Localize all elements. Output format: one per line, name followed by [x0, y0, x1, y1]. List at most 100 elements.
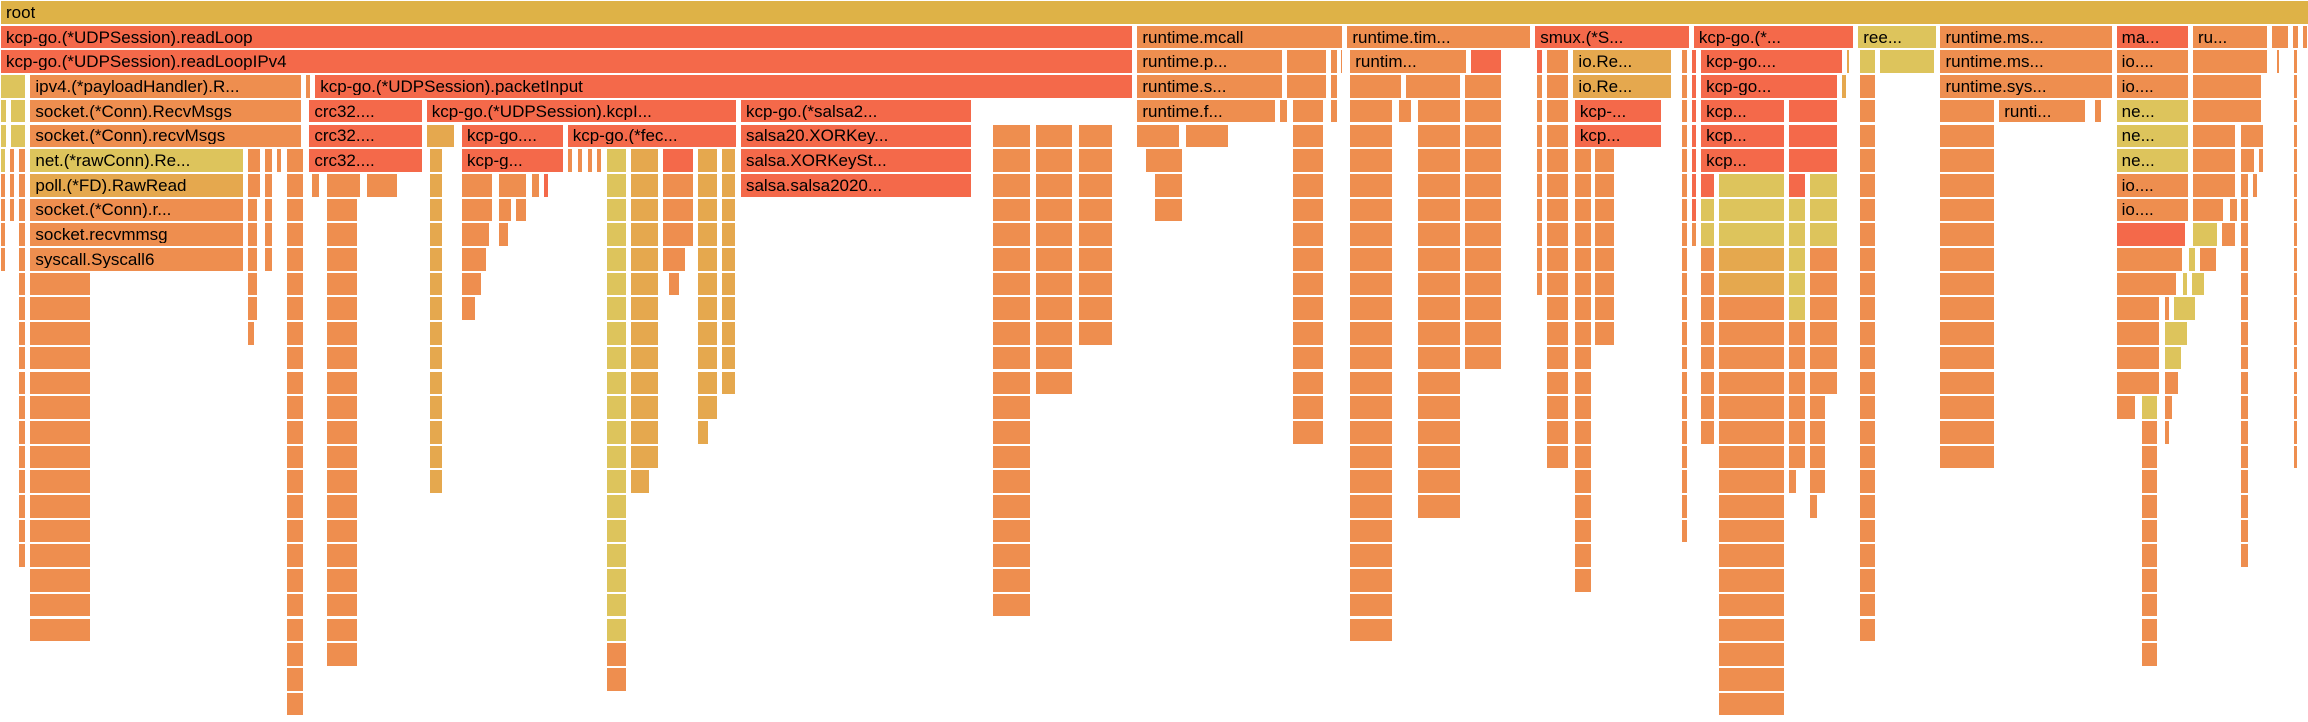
flame-frame[interactable] — [1573, 271, 1592, 297]
flame-frame[interactable] — [1845, 49, 1850, 75]
flame-frame[interactable] — [2293, 98, 2298, 124]
flame-frame[interactable] — [2240, 148, 2256, 173]
flame-frame[interactable] — [497, 197, 513, 223]
flame-frame[interactable] — [1594, 148, 1615, 173]
flame-frame[interactable] — [1858, 49, 1877, 75]
flame-frame[interactable] — [1077, 321, 1113, 346]
flame-frame[interactable] — [428, 444, 444, 470]
flame-frame[interactable] — [1788, 148, 1839, 173]
flame-frame[interactable] — [29, 321, 92, 346]
flame-frame[interactable] — [1286, 49, 1328, 75]
flame-frame[interactable] — [1939, 123, 1996, 149]
flame-frame-kcp-go-salsa2[interactable]: kcp-go.(*salsa2... — [739, 98, 972, 124]
flame-frame[interactable] — [1349, 247, 1394, 272]
flame-frame[interactable] — [286, 469, 304, 494]
flame-frame[interactable] — [286, 494, 304, 519]
flame-frame[interactable] — [1788, 271, 1806, 297]
flame-frame[interactable] — [720, 345, 736, 371]
flame-frame[interactable] — [1858, 419, 1877, 445]
flame-frame[interactable] — [1939, 98, 1996, 124]
flame-frame[interactable] — [1349, 148, 1394, 173]
flame-frame[interactable] — [1573, 172, 1592, 198]
flame-frame[interactable] — [1330, 98, 1338, 124]
flame-frame[interactable] — [325, 296, 359, 322]
flame-frame[interactable] — [1463, 123, 1502, 149]
flame-frame[interactable] — [325, 197, 359, 223]
flame-frame[interactable] — [1717, 197, 1786, 223]
flame-frame[interactable] — [2192, 98, 2263, 124]
flame-frame[interactable] — [2240, 197, 2250, 223]
flame-frame[interactable] — [1349, 321, 1394, 346]
flame-frame[interactable] — [720, 271, 736, 297]
flame-frame[interactable] — [1717, 296, 1786, 322]
flame-frame-io[interactable]: io.... — [2115, 74, 2190, 99]
flame-frame[interactable] — [1788, 98, 1839, 124]
flame-frame[interactable] — [2093, 98, 2103, 124]
flame-frame[interactable] — [2293, 172, 2298, 198]
flame-frame[interactable] — [246, 172, 262, 198]
flame-frame[interactable] — [1858, 123, 1877, 149]
flame-frame[interactable] — [325, 172, 362, 198]
flame-frame[interactable] — [1717, 666, 1786, 692]
flame-frame[interactable] — [1349, 98, 1394, 124]
flame-frame[interactable] — [1841, 74, 1847, 99]
flame-frame[interactable] — [697, 222, 718, 247]
flame-frame[interactable] — [1463, 172, 1502, 198]
flame-frame[interactable] — [1546, 197, 1570, 223]
flame-frame[interactable] — [2140, 469, 2159, 494]
flame-frame[interactable] — [0, 222, 6, 247]
flame-frame[interactable] — [0, 197, 6, 223]
flame-frame[interactable] — [531, 172, 541, 198]
flame-frame[interactable] — [428, 296, 444, 322]
flame-frame[interactable] — [1416, 494, 1461, 519]
flame-frame[interactable] — [29, 518, 92, 544]
flame-frame-socket-recvmmsg[interactable]: socket.recvmmsg — [29, 222, 244, 247]
flame-frame[interactable] — [697, 345, 718, 371]
flame-frame[interactable] — [1292, 123, 1325, 149]
flame-frame[interactable] — [1808, 321, 1839, 346]
flame-frame[interactable] — [1349, 419, 1394, 445]
flame-frame[interactable] — [1808, 494, 1818, 519]
flame-frame[interactable] — [17, 172, 27, 198]
flame-frame[interactable] — [1416, 321, 1461, 346]
flame-frame[interactable] — [1349, 271, 1394, 297]
flame-frame-runtime-p[interactable]: runtime.p... — [1136, 49, 1284, 75]
flame-frame[interactable] — [662, 247, 686, 272]
flame-frame[interactable] — [2240, 222, 2250, 247]
flame-frame[interactable] — [1349, 592, 1394, 618]
flame-frame[interactable] — [1292, 222, 1325, 247]
flame-frame[interactable] — [461, 222, 491, 247]
flame-frame[interactable] — [1681, 370, 1689, 396]
flame-frame[interactable] — [2192, 123, 2237, 149]
flame-frame-kcp-go-fec[interactable]: kcp-go.(*fec... — [566, 123, 738, 149]
flame-frame[interactable] — [29, 568, 92, 593]
flame-frame[interactable] — [1700, 321, 1715, 346]
flame-frame[interactable] — [1717, 444, 1786, 470]
flame-frame[interactable] — [2140, 518, 2159, 544]
flame-frame[interactable] — [325, 370, 359, 396]
flame-frame[interactable] — [1691, 49, 1698, 75]
flame-frame[interactable] — [697, 172, 718, 198]
flame-frame[interactable] — [17, 296, 27, 322]
flame-frame[interactable] — [286, 444, 304, 470]
flame-frame[interactable] — [1292, 98, 1325, 124]
flame-frame[interactable] — [992, 172, 1031, 198]
flame-frame[interactable] — [1808, 345, 1839, 371]
flame-frame[interactable] — [1594, 172, 1615, 198]
flame-frame[interactable] — [1573, 395, 1592, 420]
flame-frame[interactable] — [1546, 444, 1570, 470]
flame-frame[interactable] — [629, 419, 660, 445]
flame-frame[interactable] — [2140, 494, 2159, 519]
flame-frame[interactable] — [1681, 74, 1689, 99]
flame-frame[interactable] — [606, 642, 627, 667]
flame-frame[interactable] — [1808, 271, 1839, 297]
flame-frame[interactable] — [2115, 370, 2160, 396]
flame-frame[interactable] — [1416, 98, 1461, 124]
flame-frame-kcp-go-udpsession-packetinput[interactable]: kcp-go.(*UDPSession).packetInput — [314, 74, 1134, 99]
flame-frame[interactable] — [606, 568, 627, 593]
flame-frame[interactable] — [0, 247, 6, 272]
flame-frame[interactable] — [1681, 419, 1689, 445]
flame-frame[interactable] — [1535, 49, 1544, 75]
flame-frame[interactable] — [428, 222, 444, 247]
flame-frame[interactable] — [1416, 172, 1461, 198]
